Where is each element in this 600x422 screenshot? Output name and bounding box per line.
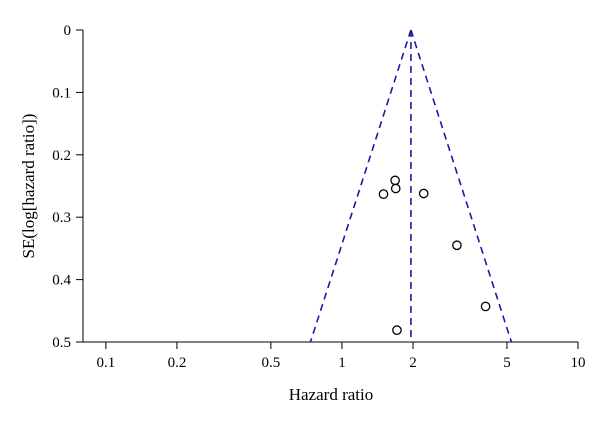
x-tick-label: 0.1 [97, 355, 116, 371]
study-point [392, 325, 402, 335]
x-tick-label: 5 [503, 355, 511, 371]
x-axis-title: Hazard ratio [289, 385, 373, 404]
funnel-lines [309, 29, 513, 343]
x-tick-label: 10 [571, 355, 586, 371]
y-tick-label: 0.2 [52, 148, 71, 164]
y-tick-label: 0.4 [52, 273, 71, 289]
x-tick-label: 2 [409, 355, 417, 371]
study-point [378, 189, 389, 199]
funnel-left-bound [309, 29, 412, 343]
y-tick-label: 0.1 [52, 85, 71, 101]
y-tick-label: 0.3 [52, 210, 71, 226]
y-axis-title: SE(log[hazard ratio]) [19, 114, 38, 259]
study-point [452, 240, 462, 251]
x-tick-label: 0.2 [168, 355, 187, 371]
x-tick-label: 1 [338, 355, 346, 371]
x-tick-label: 0.5 [262, 355, 281, 371]
y-tick-label: 0 [64, 23, 72, 39]
study-points [378, 175, 491, 335]
study-point [390, 175, 400, 186]
study-point [390, 183, 401, 194]
study-point [480, 301, 491, 312]
study-point [418, 188, 429, 199]
x-ticks: 0.1 0.2 0.5 1 2 5 10 [97, 342, 586, 371]
axes [82, 30, 578, 343]
y-tick-label: 0.5 [52, 335, 71, 351]
y-ticks: 0 0.1 0.2 0.3 0.4 0.5 [52, 23, 83, 351]
funnel-right-bound [410, 29, 513, 343]
